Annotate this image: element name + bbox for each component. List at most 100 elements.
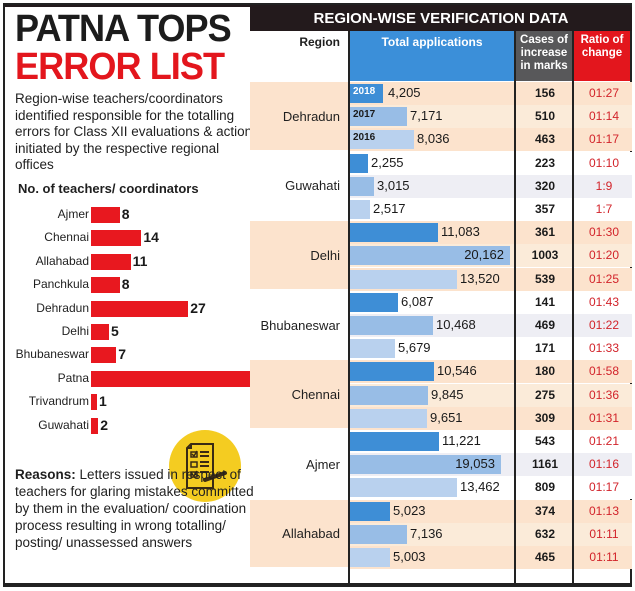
cases-value: 171: [534, 341, 556, 356]
ratio-value: 01:30: [588, 225, 620, 240]
column-header-cases: Cases of increase in marks: [516, 31, 572, 81]
ratio-value: 01:36: [588, 387, 620, 402]
bar-panchkula: [91, 277, 120, 294]
cases-value: 180: [534, 364, 556, 379]
cases-value: 223: [534, 155, 556, 170]
table-row: 19,053 1161 01:16: [350, 453, 632, 477]
region-group-ajmer: Ajmer 11,221 543 01:21 19,053 1161 01:16 13,462…: [250, 430, 632, 500]
table-row: 20,162 1003 01:20: [350, 244, 632, 268]
ratio-value: 01:16: [588, 457, 620, 472]
table-row: 5,023 374 01:13: [350, 499, 632, 523]
bar-row: Guwahati 2: [5, 415, 255, 437]
ratio-value: 01:17: [588, 132, 620, 147]
bar-label: Guwahati: [38, 417, 89, 432]
applications-bar-2016: [350, 130, 414, 150]
region-group-guwahati: Guwahati 2,255 223 01:10 3,015 320 1:9 2,517 357…: [250, 151, 632, 222]
bar-label: Dehradun: [36, 300, 89, 315]
reasons-label: Reasons:: [15, 467, 76, 482]
year-label: 2017: [353, 109, 376, 121]
column-divider: [572, 31, 574, 584]
table-row: 6,087 141 01:43: [350, 290, 632, 314]
table-title: REGION-WISE VERIFICATION DATA: [250, 7, 632, 31]
bar-row: Panchkula 8: [5, 274, 255, 296]
region-group-bhubaneswar: Bhubaneswar 6,087 141 01:43 10,468 469 01:22 5,…: [250, 290, 632, 361]
bar-value-label: 1: [99, 393, 107, 410]
bar-row: Delhi 5: [5, 321, 255, 343]
cases-value: 275: [534, 387, 556, 402]
region-group-allahabad: Allahabad 5,023 374 01:13 7,136 632 01:11 5,003…: [250, 499, 632, 570]
region-name: Delhi: [310, 247, 340, 263]
year-label: 2018: [353, 86, 376, 97]
applications-bar-2018: [350, 84, 383, 103]
region-name: Dehradun: [282, 108, 340, 124]
region-name: Bhubaneswar: [260, 317, 341, 333]
bar-row: Allahabad 11: [5, 251, 255, 273]
cases-value: 357: [534, 201, 556, 216]
bar-label: Chennai: [44, 230, 89, 245]
cases-value: 469: [534, 317, 556, 332]
cases-value: 374: [534, 503, 556, 518]
applications-bar-2018: [350, 501, 390, 521]
cases-value: 361: [534, 225, 556, 240]
bar-trivandrum: [91, 394, 97, 411]
applications-value: 13,520: [460, 270, 500, 286]
bar-bhubaneswar: [91, 347, 117, 364]
region-name: Chennai: [291, 387, 340, 403]
cases-value: 465: [534, 549, 556, 564]
region-name: Guwahati: [285, 178, 340, 194]
ratio-value: 01:58: [588, 364, 620, 379]
ratio-value: 1:9: [595, 178, 613, 193]
applications-value: 20,162: [464, 247, 504, 263]
applications-value: 4,205: [388, 85, 421, 100]
bar-value-label: 14: [143, 229, 159, 246]
ratio-value: 01:22: [588, 317, 620, 332]
bar-label: Delhi: [61, 324, 89, 338]
applications-value: 7,136: [410, 525, 443, 541]
applications-bar-2018: [350, 223, 438, 243]
applications-bar-2017: [350, 246, 510, 266]
cases-value: 463: [534, 132, 556, 147]
bar-guwahati: [91, 417, 99, 434]
region-group-dehradun: Dehradun 2018 4,205 156 01:27 2017 7,171 510 01:…: [250, 82, 632, 152]
applications-value: 11,221: [442, 433, 481, 448]
ratio-value: 01:43: [588, 294, 620, 309]
table-row: 9,845 275 01:36: [350, 383, 632, 407]
bar-value-label: 27: [190, 299, 206, 316]
applications-bar-2018: [350, 153, 368, 173]
column-header-region: Region: [299, 35, 340, 49]
applications-value: 5,679: [398, 340, 431, 356]
ratio-value: 01:13: [588, 503, 620, 518]
ratio-value: 01:33: [588, 341, 620, 356]
region-cell-bg: [250, 499, 348, 568]
region-group-chennai: Chennai 10,546 180 01:58 9,845 275 01:36 9,651 3…: [250, 360, 632, 430]
table-row: 10,468 469 01:22: [350, 313, 632, 337]
ratio-value: 01:31: [588, 410, 620, 425]
applications-value: 9,651: [430, 409, 463, 425]
bar-ajmer: [91, 207, 120, 223]
applications-value: 8,036: [417, 131, 450, 147]
bar-value-label: 5: [111, 323, 119, 339]
ratio-value: 01:10: [588, 155, 620, 170]
subtitle: Region-wise teachers/coordinators identi…: [15, 91, 253, 172]
applications-value: 3,015: [377, 177, 410, 193]
top-rule: [3, 3, 632, 7]
region-cell-bg: [250, 221, 348, 289]
bar-patna: [91, 370, 253, 387]
applications-bar-2016: [350, 269, 457, 289]
cases-value: 141: [534, 294, 556, 309]
bar-row: Ajmer 8: [5, 204, 255, 226]
ratio-value: 01:14: [588, 109, 620, 124]
applications-bar-2016: [350, 547, 390, 567]
cases-value: 543: [534, 434, 556, 448]
bar-value-label: 2: [100, 416, 108, 433]
applications-bar-2017: [350, 455, 501, 475]
headline-line-2: ERROR LIST: [15, 46, 225, 88]
applications-bar-2017: [350, 385, 428, 405]
cases-value: 1003: [531, 248, 559, 263]
column-divider: [514, 31, 516, 584]
applications-value: 2,255: [371, 154, 404, 170]
applications-value: 5,003: [393, 548, 426, 564]
ratio-value: 01:21: [588, 434, 620, 448]
ratio-value: 01:11: [589, 526, 619, 541]
bar-label: Panchkula: [32, 277, 89, 292]
